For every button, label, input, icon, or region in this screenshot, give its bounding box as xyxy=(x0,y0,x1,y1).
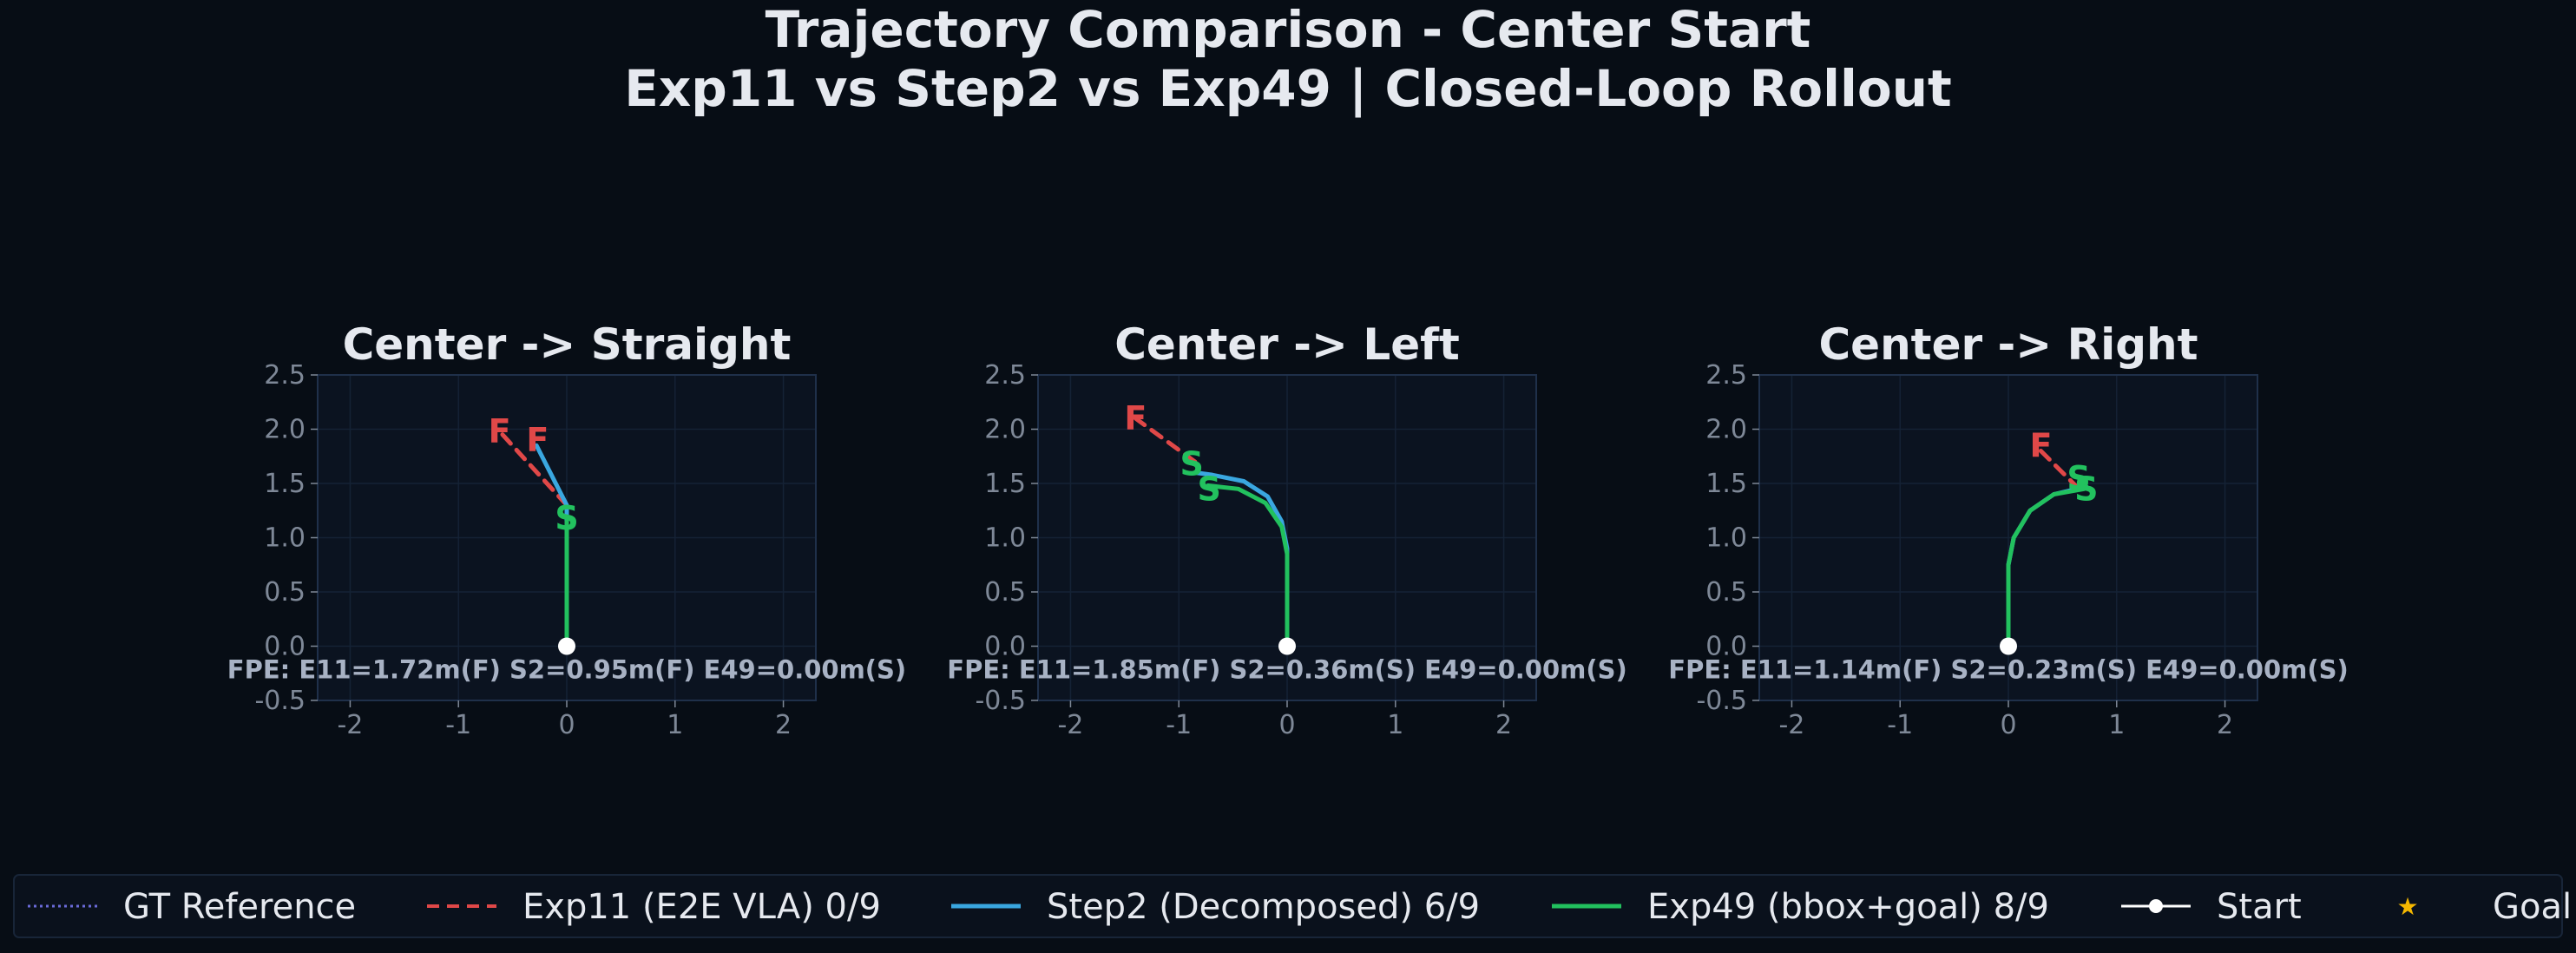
y-tick-label: -0.5 xyxy=(975,686,1026,716)
legend-item-2: Step2 (Decomposed) 6/9 xyxy=(951,887,1480,927)
endpoint-marker-exp11: F xyxy=(526,421,549,459)
x-tick-label: -1 xyxy=(445,710,471,740)
x-tick-label: 0 xyxy=(558,710,575,740)
legend-item-1: Exp11 (E2E VLA) 0/9 xyxy=(427,887,881,927)
figure-title-line1: Trajectory Comparison - Center Start xyxy=(766,0,1811,59)
y-tick-label: 2.0 xyxy=(1705,415,1747,445)
subplot-title: Center -> Right xyxy=(1818,319,2198,370)
endpoint-marker-exp49: S xyxy=(2074,470,2098,508)
x-tick-label: 0 xyxy=(1278,710,1295,740)
endpoint-marker-exp11: F xyxy=(1124,399,1147,437)
legend-swatch-start-dot xyxy=(2149,899,2163,913)
legend-label: Goal xyxy=(2493,887,2572,927)
legend-label: GT Reference xyxy=(123,887,356,927)
start-marker xyxy=(1278,637,1296,655)
endpoint-marker-exp49: S xyxy=(2067,459,2090,497)
legend-frame xyxy=(13,874,2563,938)
subplot-1: -2 -1 0 1 2 -0.5 0.0 0.5 1.0 1.5 2.0 2.5 Center -> L… xyxy=(947,319,1626,740)
y-tick-label: -0.5 xyxy=(1696,686,1747,716)
y-tick-label: 0.0 xyxy=(264,632,306,662)
x-tick-label: 2 xyxy=(2217,710,2233,740)
endpoint-marker-exp11: F xyxy=(2029,426,2052,464)
fpe-annotation: FPE: E11=1.14m(F) S2=0.23m(S) E49=0.00m(… xyxy=(1668,655,2348,685)
series-line-exp49 xyxy=(1206,483,1290,648)
y-tick-label: 2.5 xyxy=(1705,360,1747,391)
y-tick-label: 1.0 xyxy=(984,523,1026,554)
endpoint-marker-exp49: S xyxy=(1197,470,1220,508)
subplot-0: -2 -1 0 1 2 -0.5 0.0 0.5 1.0 1.5 2.0 2.5 Center -> S… xyxy=(227,319,906,740)
start-marker xyxy=(2000,637,2017,655)
series-line-exp11 xyxy=(497,429,569,508)
y-tick-label: 0.5 xyxy=(1705,577,1747,608)
x-tick-label: -2 xyxy=(1778,710,1804,740)
y-tick-label: 2.5 xyxy=(264,360,306,391)
x-tick-label: -2 xyxy=(1057,710,1083,740)
legend-label: Step2 (Decomposed) 6/9 xyxy=(1047,887,1480,927)
x-tick-label: -1 xyxy=(1166,710,1192,740)
y-tick-label: 1.5 xyxy=(264,469,306,499)
start-marker xyxy=(558,637,575,655)
legend-label: Exp49 (bbox+goal) 8/9 xyxy=(1647,887,2049,927)
x-tick-label: 2 xyxy=(775,710,792,740)
legend: GT Reference Exp11 (E2E VLA) 0/9 Step2 (De… xyxy=(13,874,2572,938)
y-tick-label: 1.5 xyxy=(1705,469,1747,499)
x-tick-label: 1 xyxy=(2108,710,2125,740)
legend-item-0: GT Reference xyxy=(28,887,356,927)
endpoint-marker-exp11: F xyxy=(489,412,511,450)
fpe-annotation: FPE: E11=1.85m(F) S2=0.36m(S) E49=0.00m(… xyxy=(947,655,1626,685)
x-tick-label: -2 xyxy=(337,710,363,740)
series-line-exp11 xyxy=(1133,416,1198,464)
x-tick-label: 1 xyxy=(1387,710,1403,740)
legend-star-icon: ★ xyxy=(2396,892,2418,921)
subplot-2: -2 -1 0 1 2 -0.5 0.0 0.5 1.0 1.5 2.0 2.5 Center -> R… xyxy=(1668,319,2348,740)
series-line-exp49 xyxy=(2006,486,2086,648)
fpe-annotation: FPE: E11=1.72m(F) S2=0.95m(F) E49=0.00m(… xyxy=(227,655,906,685)
y-tick-label: 1.0 xyxy=(264,523,306,554)
legend-item-5: ★ Goal xyxy=(2396,887,2572,927)
legend-item-3: Exp49 (bbox+goal) 8/9 xyxy=(1552,887,2049,927)
subplot-title: Center -> Left xyxy=(1114,319,1460,370)
subplot-title: Center -> Straight xyxy=(343,319,792,370)
x-tick-label: 1 xyxy=(667,710,683,740)
y-tick-label: 2.0 xyxy=(984,415,1026,445)
y-tick-label: 0.0 xyxy=(1705,632,1747,662)
legend-item-4: Start xyxy=(2121,887,2302,927)
y-tick-label: 0.5 xyxy=(984,577,1026,608)
y-tick-label: 2.5 xyxy=(984,360,1026,391)
endpoint-marker-exp49: S xyxy=(1180,445,1204,483)
subplot-panels: -2 -1 0 1 2 -0.5 0.0 0.5 1.0 1.5 2.0 2.5 Center -> S… xyxy=(227,319,2349,740)
y-tick-label: 0.5 xyxy=(264,577,306,608)
figure-title-line2: Exp11 vs Step2 vs Exp49 | Closed-Loop Ro… xyxy=(624,59,1951,118)
legend-label: Exp11 (E2E VLA) 0/9 xyxy=(522,887,881,927)
y-tick-label: 2.0 xyxy=(264,415,306,445)
y-tick-label: -0.5 xyxy=(254,686,306,716)
endpoint-marker-exp49: S xyxy=(555,499,578,537)
series-line-exp11 xyxy=(2038,449,2085,495)
y-tick-label: 0.0 xyxy=(984,632,1026,662)
legend-label: Start xyxy=(2217,887,2302,927)
x-tick-label: 2 xyxy=(1495,710,1512,740)
y-tick-label: 1.0 xyxy=(1705,523,1747,554)
x-tick-label: -1 xyxy=(1887,710,1913,740)
y-tick-label: 1.5 xyxy=(984,469,1026,499)
x-tick-label: 0 xyxy=(2000,710,2016,740)
